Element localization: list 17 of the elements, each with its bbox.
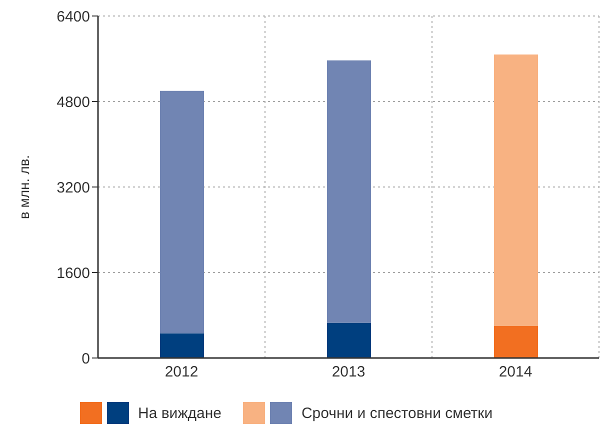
bar xyxy=(327,60,371,323)
y-tick-label: 3200 xyxy=(56,179,90,196)
bar xyxy=(494,326,538,358)
legend-label: На виждане xyxy=(138,404,222,422)
bar xyxy=(327,322,371,358)
x-tick-label: 2013 xyxy=(332,364,366,381)
y-tick-label: 4800 xyxy=(56,94,90,111)
x-tick-label: 2012 xyxy=(164,364,198,381)
bar xyxy=(160,90,204,334)
bar xyxy=(160,333,204,358)
x-tick-label: 2014 xyxy=(498,364,532,381)
y-axis-title: в млн. лв. xyxy=(16,154,32,220)
y-tick-label: 0 xyxy=(82,350,90,368)
y-tick-label: 1600 xyxy=(56,264,90,282)
y-tick-label: 6400 xyxy=(56,8,90,26)
legend-label: Срочни и спестовни сметки xyxy=(301,404,493,422)
bar xyxy=(494,54,538,326)
